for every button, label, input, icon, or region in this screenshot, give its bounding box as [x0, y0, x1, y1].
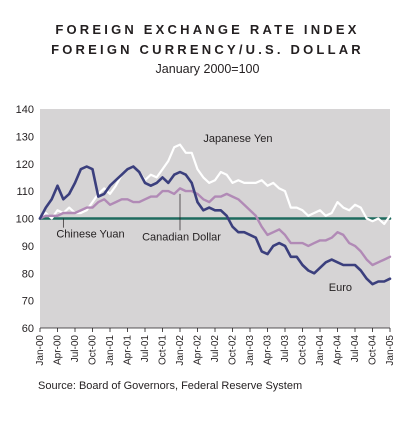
series-label-chinese-yuan: Chinese Yuan	[56, 229, 124, 241]
chart-title-line-1: FOREIGN EXCHANGE RATE INDEX	[55, 22, 360, 37]
x-tick-label: Jan-02	[175, 335, 186, 366]
series-line-canadian-dollar	[38, 187, 392, 267]
x-tick-label: Jan-03	[245, 335, 256, 366]
x-tick-label: Jan-04	[315, 335, 326, 366]
y-axis: 60 70 80 90 100 110 120 130 140	[16, 104, 34, 335]
y-tick-label: 140	[16, 104, 34, 116]
x-tick-label: Oct-04	[368, 335, 379, 365]
x-axis: Jan-00 Apr-00 Jul-00 Oct-00 Jan-01 Apr-01 Jul-…	[35, 327, 396, 366]
x-tick-label: Jan-00	[35, 335, 46, 366]
series-line-euro	[38, 165, 392, 286]
y-tick-label: 60	[22, 323, 34, 335]
chart-subtitle: January 2000=100	[155, 62, 260, 76]
y-tick-label: 110	[16, 186, 34, 198]
series-label-euro: Euro	[329, 282, 352, 294]
series-label-canadian-dollar: Canadian Dollar	[142, 231, 221, 243]
x-tick-label: Apr-01	[123, 335, 134, 365]
x-tick-label: Oct-00	[88, 335, 99, 365]
y-tick-label: 100	[16, 214, 34, 226]
x-tick-label: Apr-02	[193, 335, 204, 365]
x-tick-label: Oct-02	[228, 335, 239, 365]
series-layer	[38, 143, 392, 286]
x-tick-label: Apr-03	[263, 335, 274, 365]
y-tick-label: 130	[16, 131, 34, 143]
x-tick-label: Apr-04	[333, 335, 344, 365]
y-tick-label: 80	[22, 268, 34, 280]
x-tick-label: Jul-02	[210, 335, 221, 363]
series-label-japanese-yen: Japanese Yen	[203, 133, 272, 145]
y-tick-label: 90	[22, 241, 34, 253]
x-tick-label: Apr-00	[53, 335, 64, 365]
x-tick-label: Oct-01	[158, 335, 169, 365]
chart-source: Source: Board of Governors, Federal Rese…	[38, 380, 303, 392]
x-tick-label: Jul-04	[350, 335, 361, 363]
x-tick-label: Jul-01	[140, 335, 151, 363]
x-tick-label: Jul-03	[280, 335, 291, 363]
series-labels: Japanese Yen Euro Canadian Dollar Chinese Y…	[56, 133, 352, 294]
y-tick-label: 70	[22, 296, 34, 308]
x-tick-label: Jul-00	[70, 335, 81, 363]
chart-titles: FOREIGN EXCHANGE RATE INDEX FOREIGN CURR…	[0, 20, 415, 78]
x-tick-label: Oct-03	[298, 335, 309, 365]
x-tick-label: Jan-05	[385, 335, 396, 366]
y-tick-label: 120	[16, 159, 34, 171]
x-tick-label: Jan-01	[105, 335, 116, 366]
chart-title-line-2: FOREIGN CURRENCY/U.S. DOLLAR	[51, 42, 364, 57]
